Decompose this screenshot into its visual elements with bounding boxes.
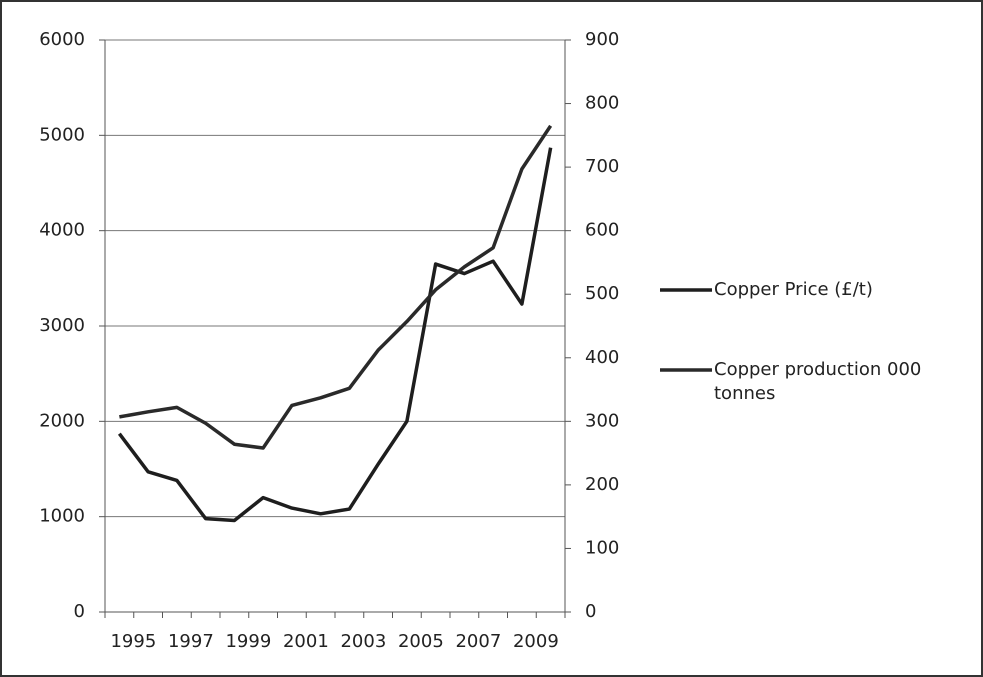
y2-tick-label: 500 <box>585 283 619 304</box>
x-tick-label: 2005 <box>398 631 444 652</box>
y2-tick-label: 0 <box>585 601 596 622</box>
legend-label: Copper Price (£/t) <box>714 279 873 300</box>
y-tick-label: 1000 <box>39 506 85 527</box>
y2-tick-label: 800 <box>585 93 619 114</box>
y2-tick-label: 200 <box>585 474 619 495</box>
x-tick-label: 2009 <box>513 631 559 652</box>
y2-tick-label: 700 <box>585 156 619 177</box>
x-tick-label: 1995 <box>110 631 156 652</box>
y2-tick-label: 300 <box>585 410 619 431</box>
data-line <box>119 124 553 450</box>
y-tick-label: 2000 <box>39 410 85 431</box>
y-tick-label: 3000 <box>39 315 85 336</box>
y-tick-label: 6000 <box>39 29 85 50</box>
x-tick-label: 2001 <box>283 631 329 652</box>
x-tick-label: 1997 <box>168 631 214 652</box>
x-tick-label: 2007 <box>455 631 501 652</box>
y2-tick-label: 100 <box>585 537 619 558</box>
x-tick-label: 2003 <box>340 631 386 652</box>
y2-tick-label: 400 <box>585 347 619 368</box>
y2-tick-label: 900 <box>585 29 619 50</box>
y-tick-label: 4000 <box>39 220 85 241</box>
data-line <box>117 147 553 523</box>
x-tick-label: 1999 <box>225 631 271 652</box>
y2-tick-label: 600 <box>585 220 619 241</box>
y-tick-label: 5000 <box>39 124 85 145</box>
y-tick-label: 0 <box>74 601 85 622</box>
legend-label: Copper production 000 tonnes <box>714 359 922 404</box>
